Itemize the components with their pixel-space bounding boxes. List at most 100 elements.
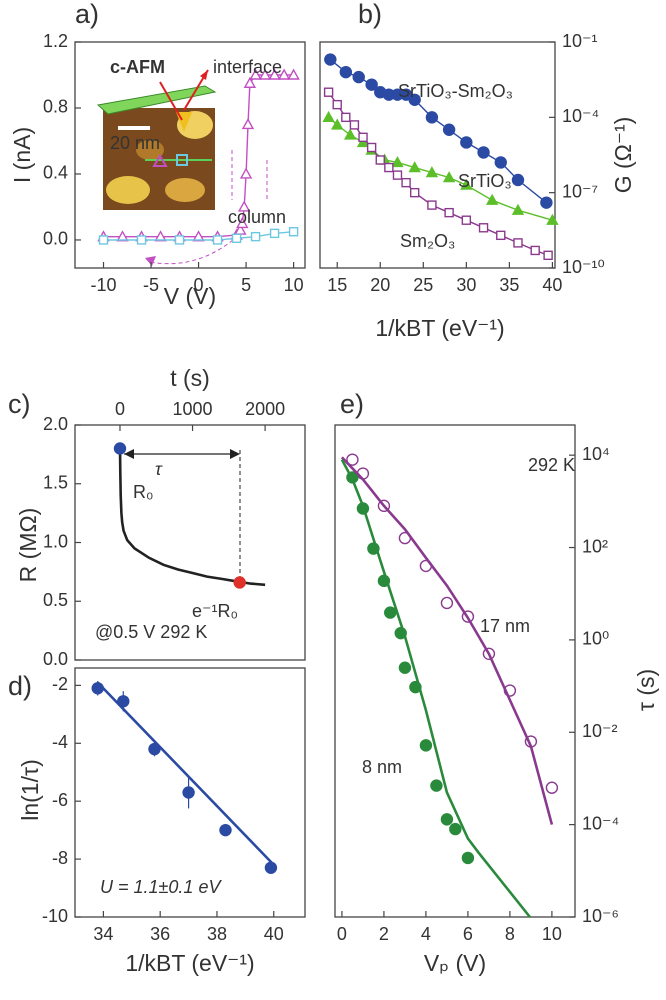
series-label: interface xyxy=(213,57,282,77)
point xyxy=(269,228,280,239)
panel-label: d) xyxy=(8,671,32,701)
x-tick-label: 0 xyxy=(194,275,204,295)
series-label: 17 nm xyxy=(480,616,530,636)
point xyxy=(233,576,246,589)
x-tick-label: 6 xyxy=(463,924,473,944)
y-tick-label: 2.0 xyxy=(43,414,68,434)
point xyxy=(419,739,433,752)
point xyxy=(409,187,420,198)
x-tick-label: -5 xyxy=(143,275,159,295)
series-line xyxy=(340,458,531,918)
y-tick-label: -2 xyxy=(52,674,68,694)
point xyxy=(322,110,335,123)
point xyxy=(392,170,403,180)
point xyxy=(237,200,251,212)
x-tick-label: 2 xyxy=(379,924,389,944)
point xyxy=(288,227,299,237)
y-tick-label: -8 xyxy=(52,848,68,868)
point xyxy=(236,217,249,229)
y-tick-label: 10² xyxy=(582,536,608,556)
y-tick-label: 10⁻⁴ xyxy=(582,813,619,833)
x-axis-title: t (s) xyxy=(170,365,210,391)
x-tick-label: 38 xyxy=(207,924,227,944)
point xyxy=(496,230,506,241)
x-tick-label: 30 xyxy=(456,275,476,295)
point xyxy=(478,223,489,233)
point xyxy=(136,235,147,245)
series-label: e⁻¹R₀ xyxy=(192,601,238,621)
point xyxy=(258,68,272,80)
series-line xyxy=(118,448,266,587)
point xyxy=(391,155,404,168)
x-tick-label: 2000 xyxy=(245,399,285,419)
point xyxy=(98,235,109,245)
panel-label: c) xyxy=(8,389,31,419)
point xyxy=(148,742,161,756)
x-axis-title: 1/kBT (eV⁻¹) xyxy=(375,315,504,341)
point xyxy=(349,120,360,130)
point xyxy=(442,171,456,183)
point xyxy=(384,606,397,619)
y-tick-label: -10 xyxy=(42,906,68,926)
y-tick-label: 1.2 xyxy=(43,31,68,51)
point xyxy=(332,99,342,110)
point xyxy=(545,781,559,794)
y-axis-title: R (MΩ) xyxy=(15,508,41,583)
point xyxy=(346,453,359,466)
point xyxy=(117,695,130,708)
point xyxy=(440,596,454,610)
point xyxy=(212,235,223,245)
x-tick-label: 40 xyxy=(542,275,562,295)
point xyxy=(461,851,475,865)
point xyxy=(398,661,412,674)
point xyxy=(250,231,261,242)
point xyxy=(511,203,525,215)
y-tick-label: 0.4 xyxy=(43,163,68,183)
point xyxy=(358,132,368,143)
point xyxy=(513,238,523,248)
annotation: c-AFM xyxy=(110,57,165,77)
point xyxy=(442,123,456,136)
x-tick-label: 35 xyxy=(499,275,519,295)
point xyxy=(444,207,454,218)
annotation: 20 nm xyxy=(110,133,160,153)
x-axis-title: Vₚ (V) xyxy=(424,950,486,976)
x-tick-label: 20 xyxy=(370,275,390,295)
point xyxy=(375,155,385,165)
point xyxy=(440,813,454,826)
point xyxy=(401,177,411,188)
point xyxy=(461,215,472,225)
x-tick-label: -10 xyxy=(91,275,117,295)
point xyxy=(425,166,439,178)
x-axis-title: V (V) xyxy=(164,283,216,309)
x-tick-label: 5 xyxy=(241,275,251,295)
point xyxy=(430,779,443,792)
panel-label: b) xyxy=(358,0,382,29)
series-line xyxy=(340,456,554,825)
point xyxy=(239,167,253,179)
point xyxy=(174,235,185,245)
point xyxy=(324,53,337,66)
point xyxy=(323,87,334,97)
x-tick-label: 10 xyxy=(542,924,562,944)
point xyxy=(460,178,473,190)
point xyxy=(331,118,344,130)
panel-label: e) xyxy=(340,389,364,419)
x-tick-label: 36 xyxy=(150,924,170,944)
y-tick-label: 0.5 xyxy=(43,590,68,610)
y-tick-label: 0.8 xyxy=(43,97,68,117)
y-tick-label: 10⁻¹⁰ xyxy=(562,257,605,277)
plot-frame xyxy=(334,424,576,918)
point xyxy=(249,68,262,80)
plot-frame xyxy=(74,667,306,918)
point xyxy=(494,156,507,169)
y-tick-label: 1.0 xyxy=(43,531,68,551)
y-tick-label: 1.5 xyxy=(43,473,68,493)
y-tick-label: 0.0 xyxy=(43,229,68,249)
x-tick-label: 40 xyxy=(264,924,284,944)
y-tick-label: 10⁻¹ xyxy=(562,31,598,51)
point xyxy=(287,68,300,80)
point xyxy=(408,93,421,106)
point xyxy=(352,70,365,84)
